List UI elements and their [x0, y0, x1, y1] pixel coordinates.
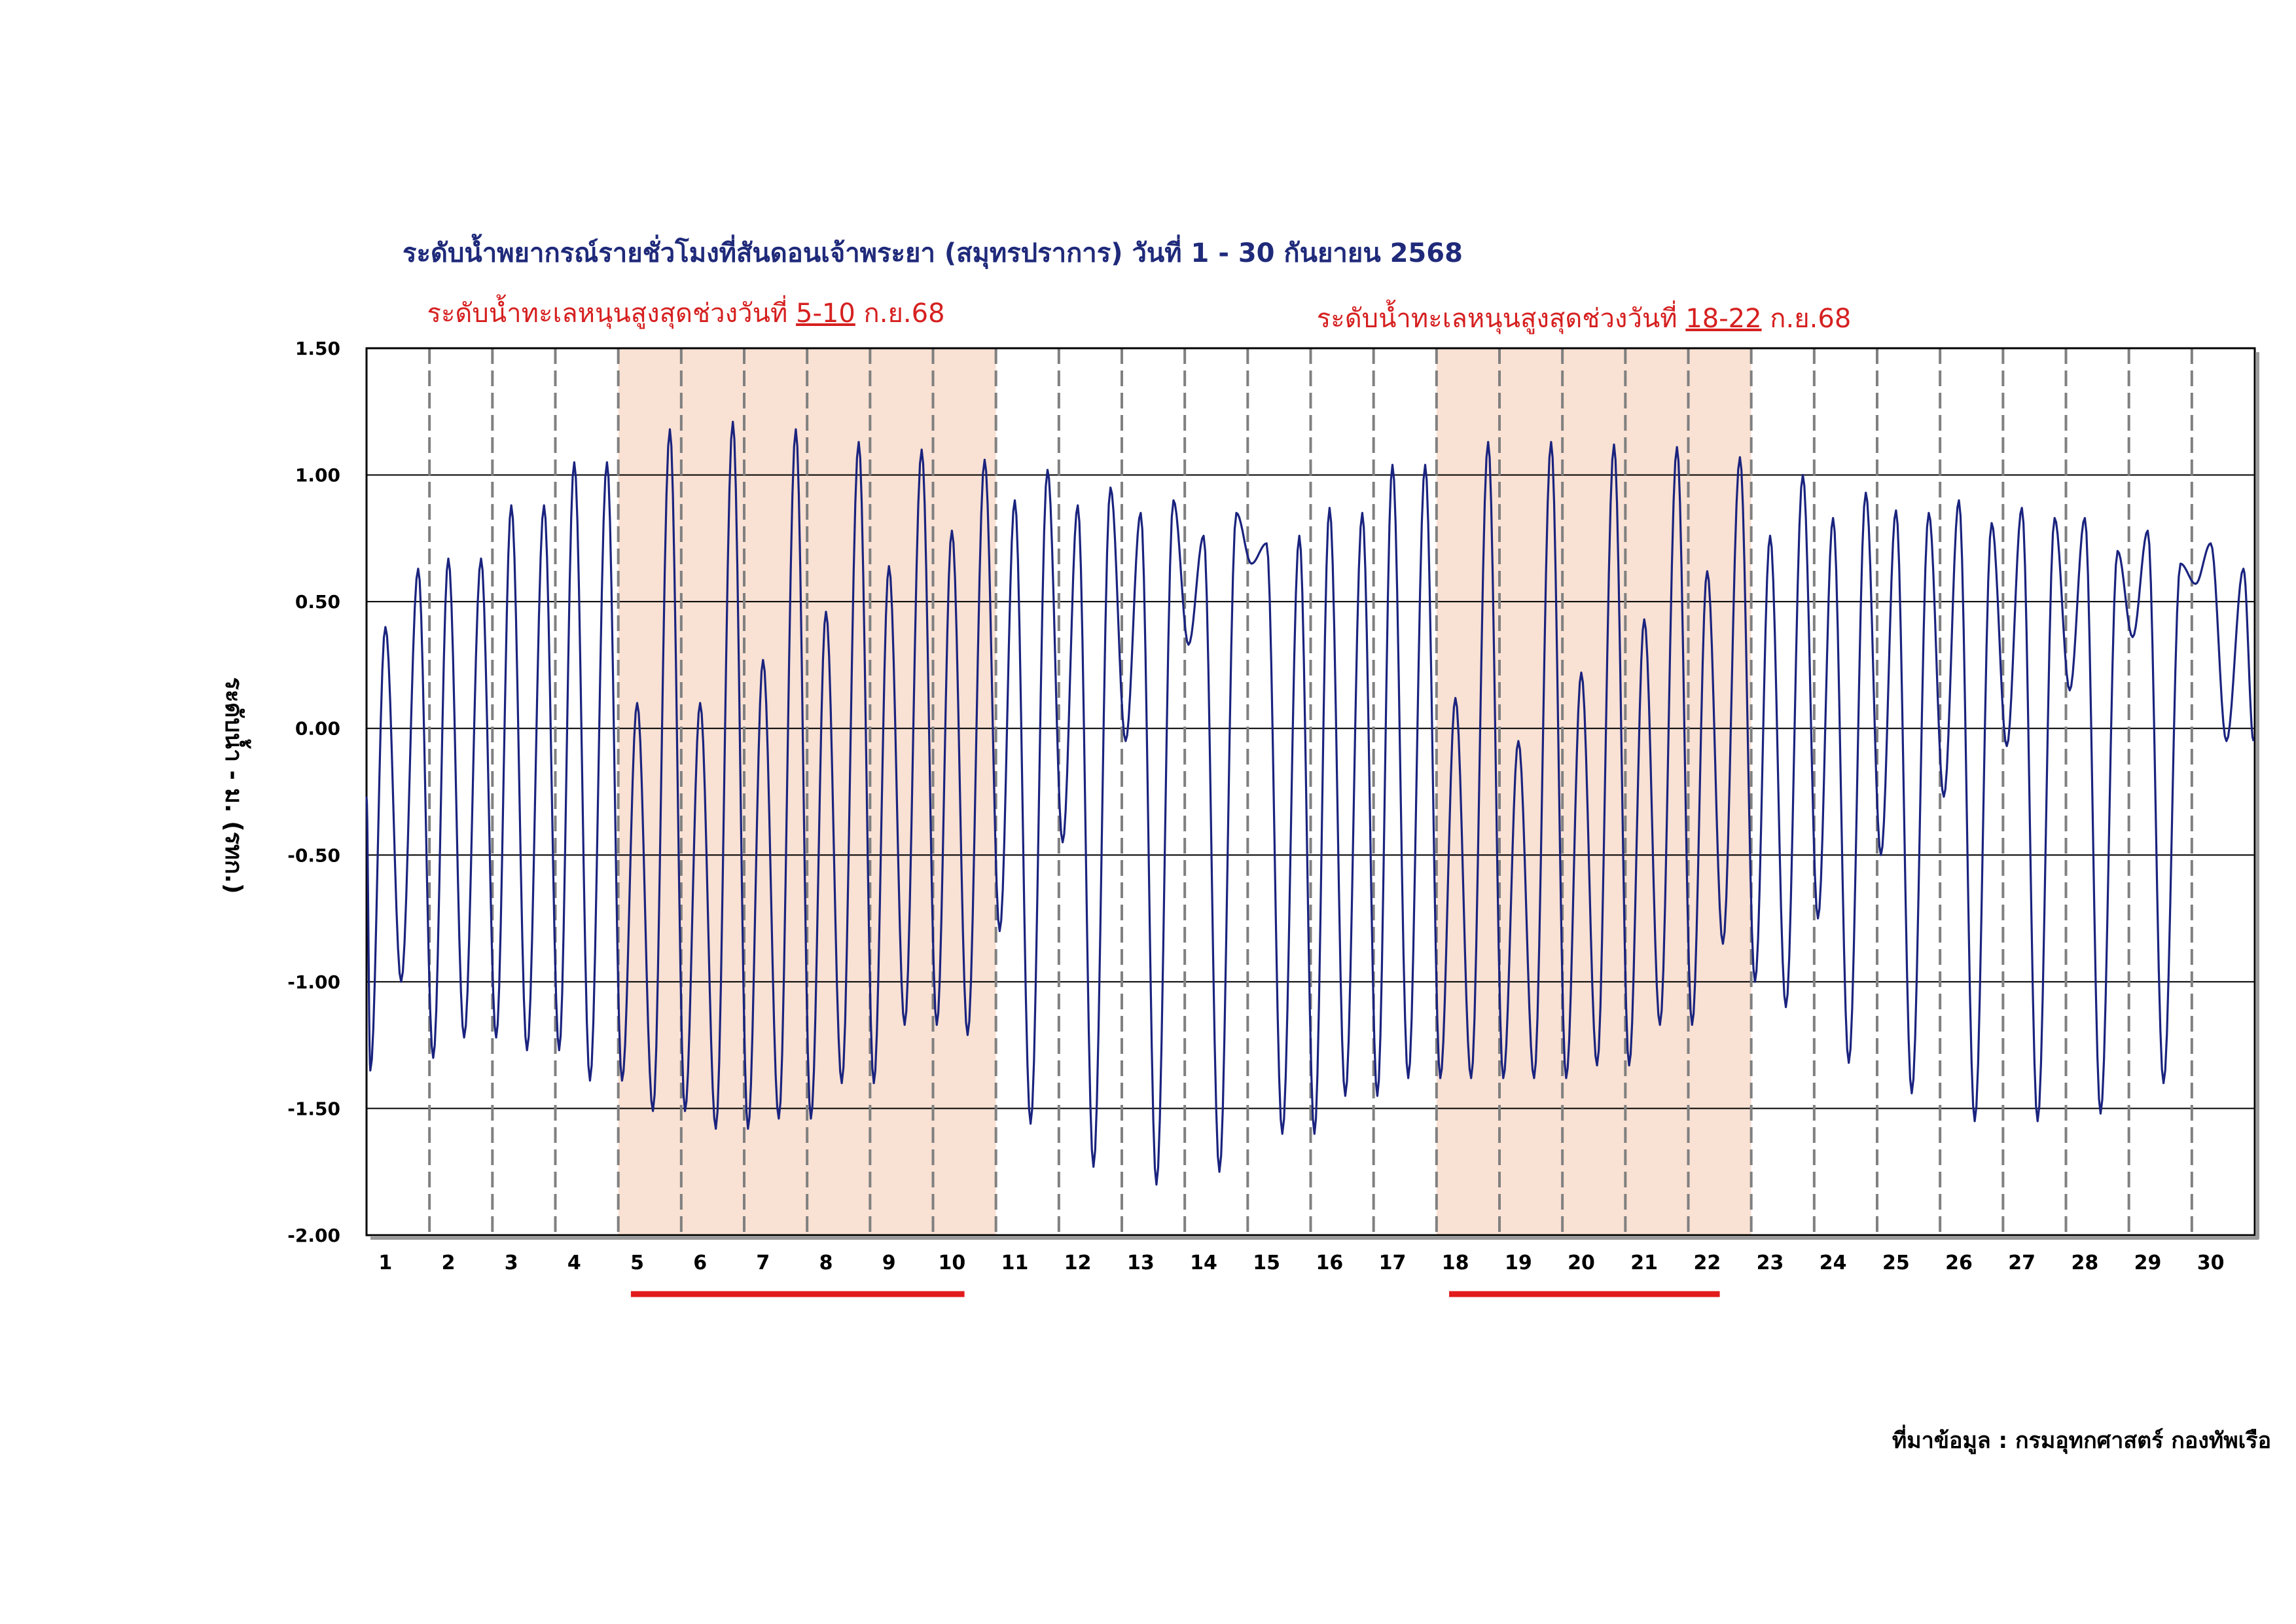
- x-tick-label: 13: [1127, 1252, 1155, 1274]
- y-tick-label: -0.50: [287, 844, 340, 866]
- x-tick-label: 21: [1630, 1252, 1658, 1274]
- y-axis-label: ระดับน้ำ - ม. (รทก.): [220, 677, 251, 893]
- x-tick-label: 27: [2008, 1252, 2036, 1274]
- x-tick-label: 20: [1568, 1252, 1595, 1274]
- y-tick-label: 0.00: [295, 718, 340, 740]
- y-tick-label: -1.50: [287, 1098, 340, 1119]
- x-tick-label: 12: [1064, 1252, 1092, 1274]
- highlight-band-2: [1436, 348, 1751, 1235]
- x-tick-label: 11: [1001, 1252, 1029, 1274]
- annotation-peak-2: ระดับน้ำทะเลหนุนสูงสุดช่วงวันที่ 18-22 ก…: [1317, 299, 1852, 334]
- x-tick-label: 24: [1820, 1252, 1847, 1274]
- x-tick-label: 16: [1316, 1252, 1343, 1274]
- data-source: ที่มาข้อมูล : กรมอุทกศาสตร์ กองทัพเรือ: [1892, 1424, 2271, 1454]
- y-tick-label: 1.50: [295, 338, 340, 359]
- x-tick-label: 4: [567, 1252, 581, 1274]
- plot-area: 1.501.000.500.00-0.50-1.00-1.50-2.001 2 3 4…: [287, 338, 2259, 1297]
- y-tick-label: 0.50: [295, 591, 340, 613]
- x-tick-label: 10: [938, 1252, 965, 1274]
- highlight-band-1: [618, 348, 996, 1235]
- x-tick-label: 30: [2197, 1252, 2225, 1274]
- x-tick-label: 26: [1945, 1252, 1973, 1274]
- annotation-peak-2-prefix: ระดับน้ำทะเลหนุนสูงสุดช่วงวันที่: [1317, 299, 1686, 334]
- x-tick-label: 18: [1442, 1252, 1469, 1274]
- x-tick-label: 1: [378, 1252, 392, 1274]
- x-tick-label: 14: [1190, 1252, 1217, 1274]
- x-tick-label: 25: [1882, 1252, 1910, 1274]
- annotation-peak-1-range: 5-10: [796, 298, 855, 329]
- y-tick-label: 1.00: [295, 465, 340, 486]
- x-tick-label: 9: [882, 1252, 896, 1274]
- annotation-peak-1: ระดับน้ำทะเลหนุนสูงสุดช่วงวันที่ 5-10 ก.…: [427, 294, 944, 329]
- x-tick-label: 19: [1505, 1252, 1532, 1274]
- annotation-peak-2-range: 18-22: [1685, 304, 1761, 334]
- y-tick-label: -1.00: [287, 971, 340, 993]
- x-tick-label: 15: [1253, 1252, 1280, 1274]
- x-tick-label: 28: [2071, 1252, 2098, 1274]
- plot-frame: [365, 347, 2256, 1236]
- x-tick-label: 22: [1693, 1252, 1721, 1274]
- x-tick-label: 17: [1379, 1252, 1407, 1274]
- y-tick-label: -2.00: [287, 1225, 340, 1246]
- annotation-peak-1-prefix: ระดับน้ำทะเลหนุนสูงสุดช่วงวันที่: [427, 294, 796, 329]
- x-tick-label: 29: [2134, 1252, 2162, 1274]
- annotation-peak-2-suffix: ก.ย.68: [1762, 304, 1852, 334]
- x-tick-label: 6: [693, 1252, 707, 1274]
- x-tick-label: 8: [819, 1252, 833, 1274]
- x-tick-label: 23: [1757, 1252, 1784, 1274]
- x-tick-label: 3: [505, 1252, 518, 1274]
- x-tick-label: 5: [630, 1252, 644, 1274]
- annotation-peak-1-suffix: ก.ย.68: [855, 298, 945, 329]
- series-line-water-level: [365, 420, 2255, 1186]
- chart-title: ระดับน้ำพยากรณ์รายชั่วโมงที่สันดอนเจ้าพร…: [403, 234, 1463, 270]
- x-tick-label: 7: [756, 1252, 770, 1274]
- x-tick-label: 2: [442, 1252, 456, 1274]
